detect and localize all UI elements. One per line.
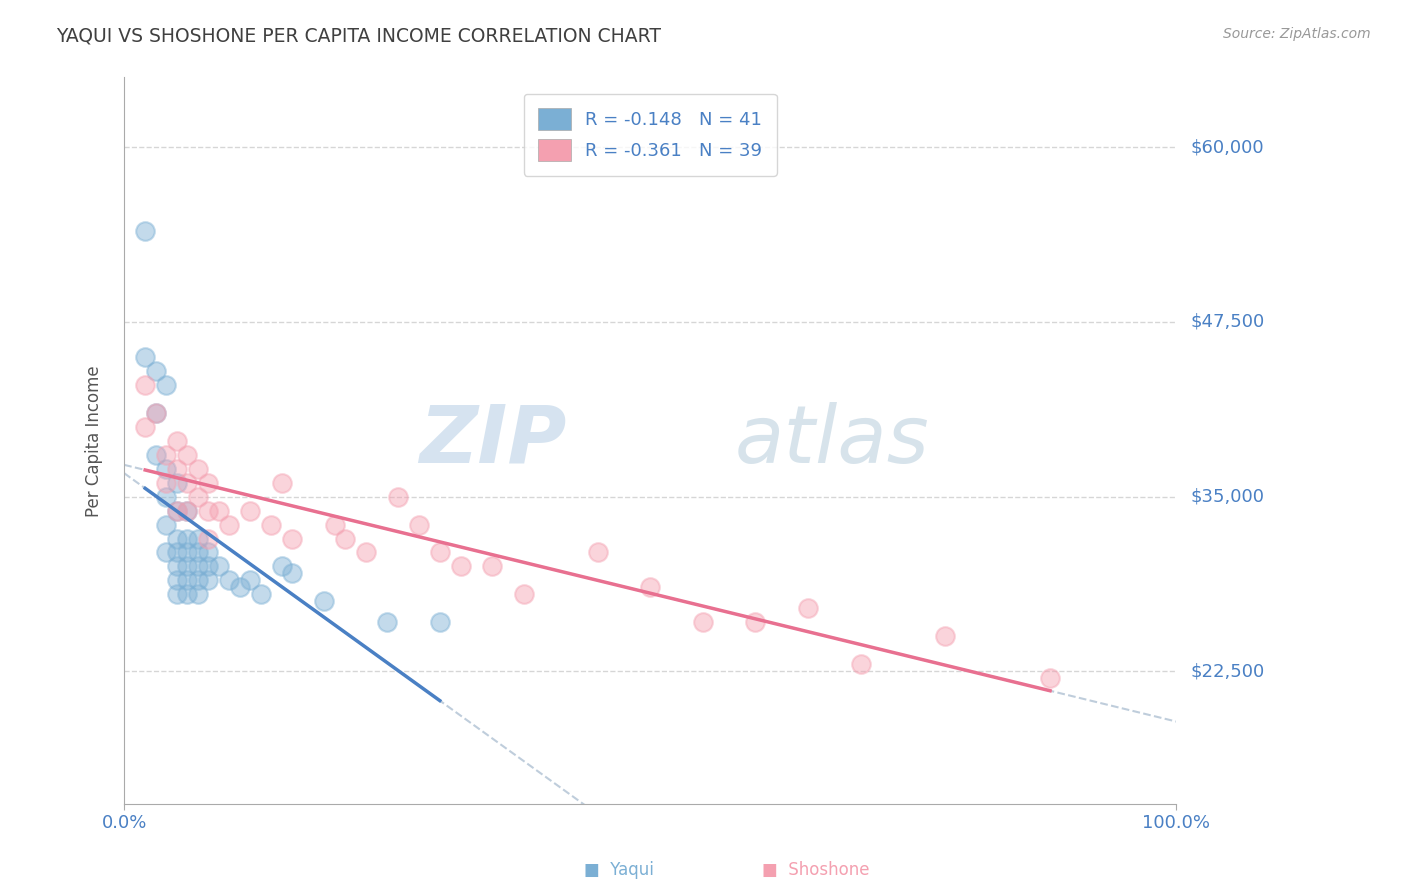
Point [354, 545, 377, 559]
Point [208, 503, 231, 517]
Point [1039, 671, 1062, 685]
Point [176, 587, 198, 601]
Point [166, 559, 188, 574]
Point [176, 448, 198, 462]
Text: $22,500: $22,500 [1191, 662, 1264, 681]
Text: atlas: atlas [734, 401, 929, 480]
Point [797, 601, 820, 615]
Point [155, 461, 177, 475]
Point [155, 475, 177, 490]
Point [934, 629, 956, 643]
Point [166, 475, 188, 490]
Point [145, 364, 167, 378]
Point [176, 532, 198, 546]
Point [849, 657, 872, 672]
Text: Source: ZipAtlas.com: Source: ZipAtlas.com [1223, 27, 1371, 41]
Point [187, 532, 209, 546]
Point [197, 545, 219, 559]
Point [239, 503, 262, 517]
Point [187, 587, 209, 601]
Point [218, 517, 240, 532]
Point [166, 434, 188, 448]
Point [187, 490, 209, 504]
Point [166, 574, 188, 588]
Point [271, 559, 294, 574]
Point [166, 532, 188, 546]
Point [166, 503, 188, 517]
Point [197, 574, 219, 588]
Text: ZIP: ZIP [419, 401, 567, 480]
Point [387, 490, 409, 504]
Point [176, 559, 198, 574]
Point [429, 615, 451, 630]
Point [281, 532, 304, 546]
Point [134, 377, 156, 392]
Point [375, 615, 398, 630]
Point [197, 559, 219, 574]
Point [239, 574, 262, 588]
Point [281, 566, 304, 581]
Point [155, 545, 177, 559]
Point [145, 406, 167, 420]
Point [450, 559, 472, 574]
Point [333, 532, 356, 546]
Text: $60,000: $60,000 [1191, 138, 1264, 156]
Point [692, 615, 714, 630]
Point [197, 475, 219, 490]
Point [155, 377, 177, 392]
Point [638, 581, 661, 595]
Point [155, 490, 177, 504]
Point [134, 350, 156, 364]
Point [145, 406, 167, 420]
Point [312, 594, 335, 608]
Text: ■  Shoshone: ■ Shoshone [762, 861, 869, 879]
Legend: R = -0.148   N = 41, R = -0.361   N = 39: R = -0.148 N = 41, R = -0.361 N = 39 [524, 94, 776, 176]
Point [187, 545, 209, 559]
Point [187, 461, 209, 475]
Point [260, 517, 283, 532]
Point [250, 587, 273, 601]
Text: YAQUI VS SHOSHONE PER CAPITA INCOME CORRELATION CHART: YAQUI VS SHOSHONE PER CAPITA INCOME CORR… [56, 27, 661, 45]
Point [134, 419, 156, 434]
Point [208, 559, 231, 574]
Point [187, 574, 209, 588]
Point [166, 545, 188, 559]
Point [271, 475, 294, 490]
Point [176, 574, 198, 588]
Point [187, 559, 209, 574]
Y-axis label: Per Capita Income: Per Capita Income [86, 365, 103, 516]
Text: $35,000: $35,000 [1191, 488, 1264, 506]
Point [176, 475, 198, 490]
Point [134, 224, 156, 238]
Point [145, 448, 167, 462]
Point [513, 587, 536, 601]
Point [323, 517, 346, 532]
Point [176, 503, 198, 517]
Point [218, 574, 240, 588]
Point [744, 615, 766, 630]
Point [155, 517, 177, 532]
Point [155, 448, 177, 462]
Text: $47,500: $47,500 [1191, 313, 1264, 331]
Point [481, 559, 503, 574]
Point [586, 545, 609, 559]
Point [166, 461, 188, 475]
Point [166, 503, 188, 517]
Point [429, 545, 451, 559]
Point [176, 503, 198, 517]
Point [408, 517, 430, 532]
Point [197, 532, 219, 546]
Point [176, 545, 198, 559]
Point [197, 503, 219, 517]
Text: ■  Yaqui: ■ Yaqui [583, 861, 654, 879]
Point [229, 581, 252, 595]
Point [166, 587, 188, 601]
